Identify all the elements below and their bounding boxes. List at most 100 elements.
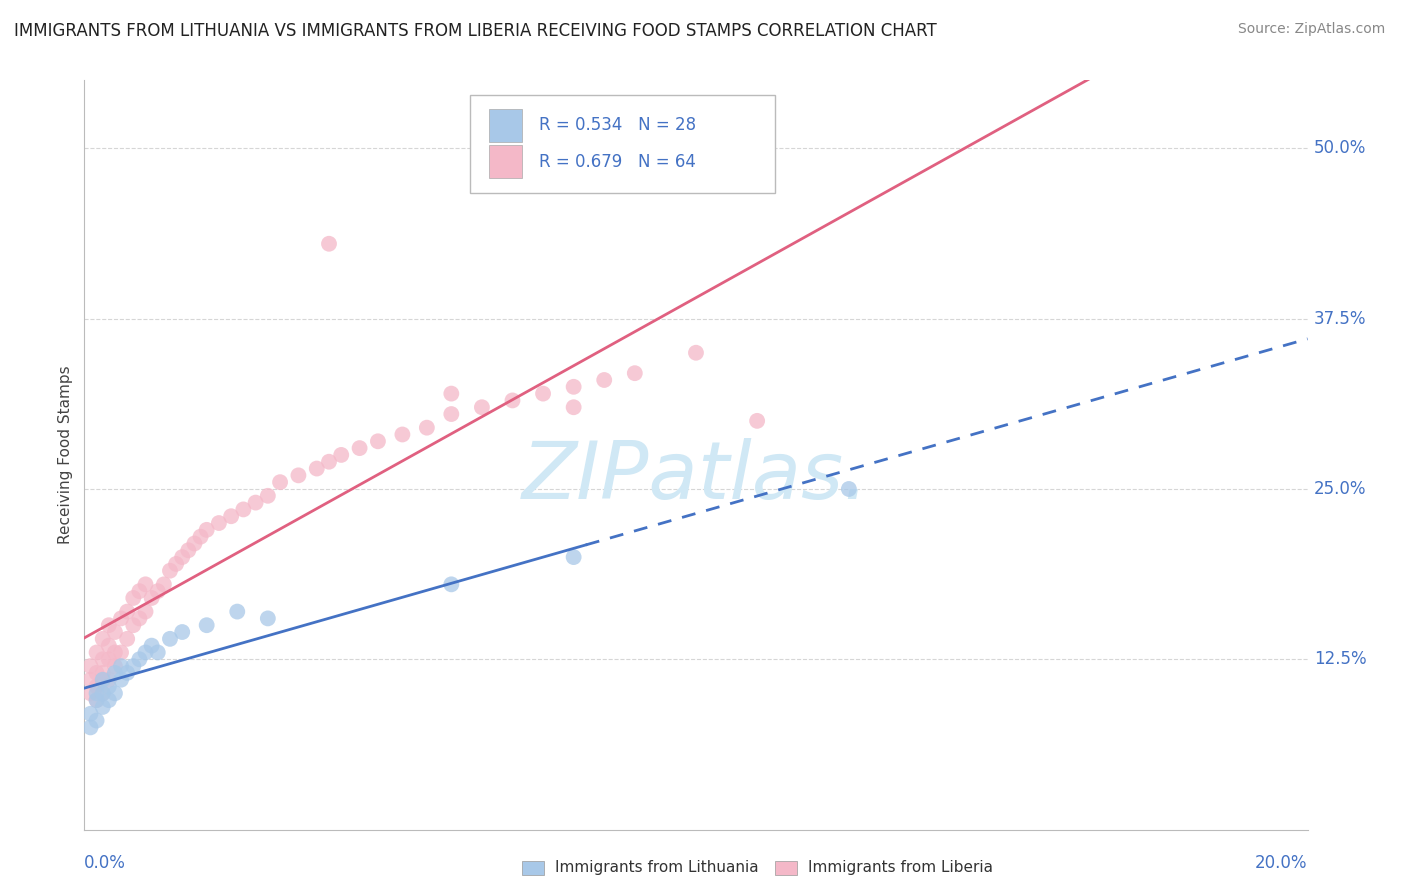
Point [330,448,353,462]
Point [91,652,114,666]
Point [97,693,120,707]
Point [245,495,267,509]
Point [838,482,860,496]
Point [172,550,194,565]
Point [562,380,585,394]
Point [593,373,616,387]
Point [159,632,181,646]
Point [97,652,120,666]
Point [287,468,309,483]
Point [562,550,585,565]
Point [86,645,108,659]
Point [115,665,138,680]
Point [305,461,328,475]
Text: IMMIGRANTS FROM LITHUANIA VS IMMIGRANTS FROM LIBERIA RECEIVING FOOD STAMPS CORRE: IMMIGRANTS FROM LITHUANIA VS IMMIGRANTS … [14,22,936,40]
Point [86,693,108,707]
Point [685,345,707,359]
Point [367,434,389,449]
Point [91,686,114,700]
Text: 37.5%: 37.5% [1313,310,1367,327]
Point [86,693,108,707]
Point [226,605,249,619]
Text: 0.0%: 0.0% [84,854,127,872]
Text: 25.0%: 25.0% [1313,480,1367,498]
Point [153,577,176,591]
Point [104,659,127,673]
Point [257,489,280,503]
Point [146,584,169,599]
Point [97,673,120,687]
Point [97,680,120,694]
Point [141,591,163,605]
Point [110,611,132,625]
Point [110,645,132,659]
Point [318,236,340,251]
Point [128,611,150,625]
Point [104,625,127,640]
Point [440,577,463,591]
Point [115,605,138,619]
Point [747,414,769,428]
FancyBboxPatch shape [522,861,544,875]
Point [86,686,108,700]
Text: R = 0.679   N = 64: R = 0.679 N = 64 [540,153,696,171]
Text: R = 0.534   N = 28: R = 0.534 N = 28 [540,116,696,134]
Point [86,665,108,680]
Point [146,645,169,659]
Y-axis label: Receiving Food Stamps: Receiving Food Stamps [58,366,73,544]
Point [195,523,218,537]
Point [471,401,494,415]
Point [91,673,114,687]
Text: Immigrants from Liberia: Immigrants from Liberia [808,860,994,874]
Point [349,441,371,455]
Point [257,611,280,625]
Text: 12.5%: 12.5% [1313,650,1367,668]
Point [232,502,254,516]
Point [104,645,127,659]
Point [104,665,127,680]
Text: Source: ZipAtlas.com: Source: ZipAtlas.com [1237,22,1385,37]
Point [195,618,218,632]
Point [135,645,157,659]
Point [318,455,340,469]
Point [440,386,463,401]
Point [79,659,101,673]
Point [141,639,163,653]
Point [165,557,187,571]
Point [79,686,101,700]
Point [122,591,145,605]
Point [86,714,108,728]
Point [269,475,291,490]
FancyBboxPatch shape [775,861,797,875]
Point [122,659,145,673]
Point [208,516,231,530]
Point [416,420,439,434]
Point [115,632,138,646]
Point [624,366,647,380]
Point [183,536,205,550]
Point [135,577,157,591]
FancyBboxPatch shape [470,95,776,193]
Point [97,639,120,653]
Text: ZIPatlas.: ZIPatlas. [522,438,870,516]
Point [172,625,194,640]
Point [531,386,554,401]
Point [97,618,120,632]
FancyBboxPatch shape [489,109,522,142]
Point [91,632,114,646]
Point [128,652,150,666]
Point [128,584,150,599]
Point [91,665,114,680]
Point [135,605,157,619]
Point [91,686,114,700]
Point [110,659,132,673]
Text: Immigrants from Lithuania: Immigrants from Lithuania [555,860,759,874]
Point [440,407,463,421]
Point [79,720,101,734]
Point [159,564,181,578]
Point [79,673,101,687]
Point [391,427,413,442]
Point [86,680,108,694]
Text: 50.0%: 50.0% [1313,139,1367,157]
Point [177,543,200,558]
